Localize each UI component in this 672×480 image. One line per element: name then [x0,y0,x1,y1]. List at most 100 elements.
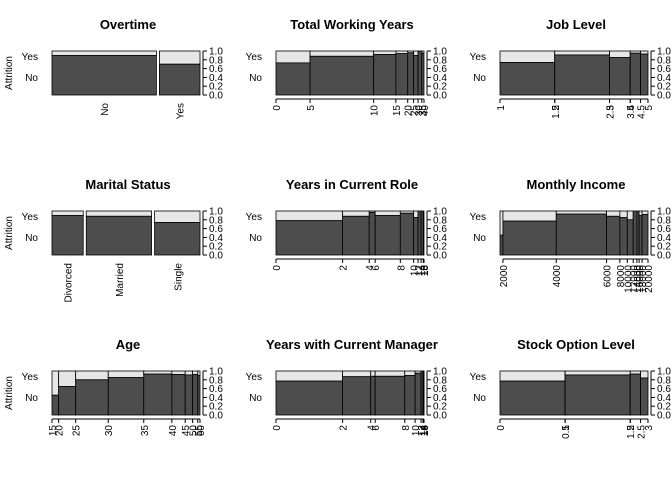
y-level-no: No [473,73,486,84]
x-tick-label: 25 [72,425,83,437]
x-tick-label: 1.5 [551,105,562,119]
bar-yes-segment [619,210,628,218]
bar-yes-segment [640,370,649,379]
bar-no-segment [417,210,422,256]
bar-yes-segment [342,210,370,217]
x-tick-label: 3.5 [626,105,637,119]
x-tick-label: 12 [414,265,425,277]
x-tick-label: 1 [496,105,507,111]
x-tick-label: 2 [339,265,350,271]
x-tick-label: 30 [414,105,425,117]
y-axis-label: Attrition [4,216,15,250]
bar-no-segment [158,63,201,96]
x-tick-label: 40 [420,105,431,117]
bar-yes-segment [404,370,416,376]
x-tick-label: 5 [306,105,317,111]
x-tick-label: 8000 [616,265,627,288]
x-tick-label: 14 [419,425,430,437]
right-axis-tick-label: 0.0 [433,251,447,262]
right-axis-tick-label: 0.2 [657,242,671,253]
right-axis-tick-label: 0.6 [433,384,447,395]
x-tick-label: 0 [272,425,283,431]
right-axis-tick-label: 1.0 [209,367,223,378]
bar-yes-segment [85,210,152,217]
x-tick-label: 12000 [629,265,640,293]
bar-yes-segment [75,370,109,381]
bar-no-segment [171,374,186,416]
x-tick-label: 16000 [635,265,646,293]
bar-no-segment [414,372,422,416]
bar-yes-segment [502,210,557,222]
x-tick-label: 10 [411,425,422,437]
x-tick-label: 15 [392,105,403,117]
bar-no-segment [499,234,504,256]
bar-no-segment [107,377,145,416]
right-axis-tick-label: 0.0 [657,91,671,102]
right-axis-tick-label: 0.8 [209,215,223,226]
x-tick-label: 4000 [552,265,563,288]
x-tick-label: 6000 [603,265,614,288]
bar-no-segment [184,374,193,416]
y-level-yes: Yes [470,52,486,63]
x-tick-label: 15 [48,425,59,437]
x-tick-label: 3 [644,425,655,431]
panel-monthly-income: Monthly Income Yes No 0.00.20.40.60.81.0 200… [470,177,672,293]
bar-no-segment [51,394,60,416]
x-tick-label: 60 [196,425,207,437]
x-tick-label: 8 [396,265,407,271]
bar-yes-segment [609,50,631,58]
bar-no-segment [641,214,649,256]
x-tick-label: 4 [367,425,378,431]
right-axis-tick-label: 0.2 [433,402,447,413]
right-axis-tick-label: 0.4 [657,393,671,404]
bar-no-segment [154,222,201,256]
bar-yes-segment [197,370,201,376]
x-tick-label: 30 [104,425,115,437]
right-axis-tick-label: 1.0 [657,47,671,58]
right-axis-tick-label: 0.8 [657,375,671,386]
right-axis-tick-label: 1.0 [433,207,447,218]
y-axis-label: Attrition [4,56,15,90]
bar-yes-segment [499,370,566,382]
right-axis-tick-label: 0.8 [433,375,447,386]
x-tick-label: 2 [339,425,350,431]
y-level-yes: Yes [246,52,262,63]
bar-yes-segment [275,370,343,382]
x-tick-label: 1.5 [626,425,637,439]
panel-years-in-current-role: Years in Current Role Yes No 0.00.20.40.60.… [246,177,448,276]
x-tick-label: 0 [272,265,283,271]
x-tick-label: 4 [365,265,376,271]
x-tick-label: 4.5 [637,105,648,119]
panel-title: Years with Current Manager [266,337,438,352]
bar-no-segment [555,213,607,256]
x-tick-label: 18000 [638,265,649,293]
panel-title: Age [116,337,141,352]
x-tick-label: 3 [606,105,617,111]
panel-job-level: Job Level Yes No 0.00.20.40.60.81.0 1 1.52 2.5… [470,17,672,119]
bar-no-segment [609,57,631,96]
bar-yes-segment [373,50,397,55]
y-level-yes: Yes [246,372,262,383]
x-tick-label: 35 [418,105,429,117]
bar-yes-segment [629,370,641,375]
bar-no-segment [370,375,376,416]
bar-no-segment [342,215,370,256]
x-category-label: Divorced [64,263,75,302]
right-axis-tick-label: 0.4 [657,233,671,244]
bar-no-segment [51,55,157,96]
bar-yes-segment [413,50,419,56]
y-level-no: No [473,393,486,404]
bar-yes-segment [641,210,649,215]
bar-no-segment [640,53,649,96]
bar-no-segment [192,374,199,416]
x-tick-label: 4 [626,105,637,111]
right-axis-tick-label: 0.6 [209,384,223,395]
right-axis-tick-label: 0.8 [433,55,447,66]
bar-yes-segment [58,370,77,387]
bar-yes-segment [184,370,193,376]
x-tick-label: 55 [194,425,205,437]
right-axis-tick-label: 1.0 [657,367,671,378]
panel-title: Marital Status [85,177,170,192]
